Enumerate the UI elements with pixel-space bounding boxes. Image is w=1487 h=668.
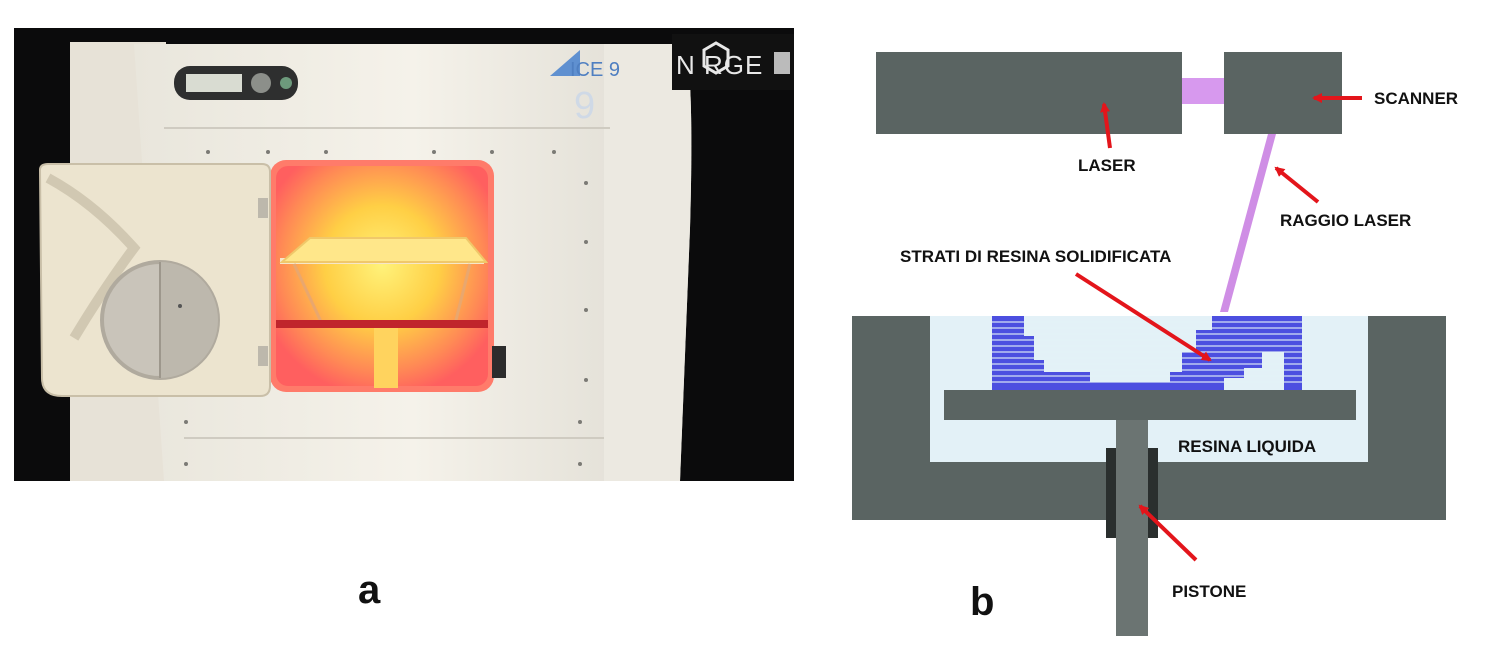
panel-b-label: b — [970, 580, 995, 624]
piston — [1116, 420, 1148, 636]
screws — [184, 150, 588, 466]
control-knob — [251, 73, 271, 93]
annotation-arrows — [1074, 93, 1362, 562]
label-solidified-layers: STRATI DI RESINA SOLIDIFICATA — [900, 247, 1171, 266]
internal-beam — [1182, 78, 1224, 104]
arrow-laser-beam — [1274, 166, 1320, 204]
arrow-piston — [1138, 504, 1198, 562]
printer-illustration: ICE 9 9 N RGE — [14, 28, 794, 481]
laser-beam — [1220, 134, 1276, 312]
build-platform — [944, 390, 1356, 420]
label-liquid-resin: RESINA LIQUIDA — [1178, 437, 1316, 456]
brand-logo-ice9: ICE 9 9 — [550, 50, 620, 127]
solidified-layers — [990, 316, 1304, 390]
laser-unit — [876, 52, 1182, 134]
label-piston: PISTONE — [1172, 582, 1246, 601]
arrow-laser — [1100, 102, 1112, 149]
label-laser-beam: RAGGIO LASER — [1280, 211, 1411, 230]
label-scanner: SCANNER — [1374, 89, 1458, 108]
piston-seal-left — [1106, 448, 1116, 538]
scanner-unit — [1224, 52, 1342, 134]
printer-photo: ICE 9 9 N RGE — [14, 28, 794, 481]
door-latch — [492, 346, 506, 378]
brand-mark-text: ICE 9 — [570, 59, 620, 81]
norge-logo-text: N RGE — [676, 50, 763, 80]
svg-text:9: 9 — [574, 85, 595, 127]
resin-vat — [852, 316, 1446, 520]
label-laser: LASER — [1078, 156, 1136, 175]
arrow-solidified-layers — [1074, 272, 1212, 362]
lcd-display — [186, 74, 242, 92]
piston-seal-right — [1148, 448, 1158, 538]
panel-a-label: a — [358, 568, 381, 612]
norge-logo: N RGE — [672, 34, 794, 90]
